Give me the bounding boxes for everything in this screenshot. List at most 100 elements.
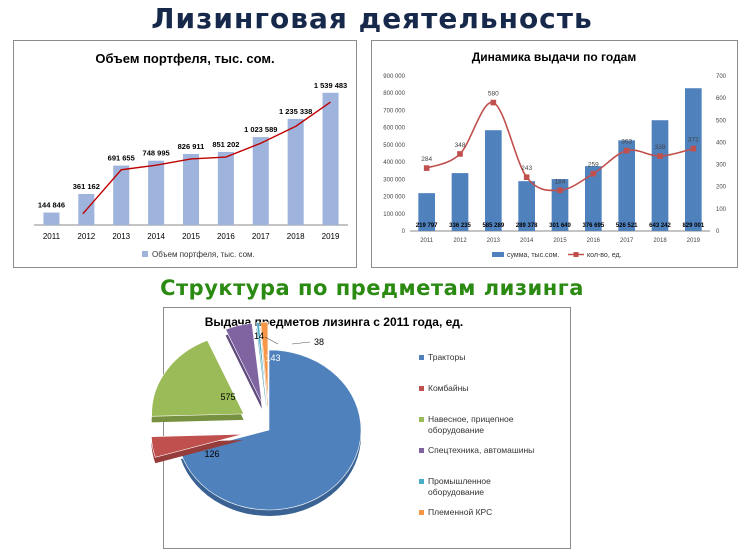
- y2-tick-label: 300: [716, 163, 727, 169]
- x-tick-label: 2013: [487, 238, 501, 244]
- y-tick-label: 300 000: [383, 177, 405, 183]
- legend-swatch: [419, 448, 424, 453]
- bar-2014: [518, 181, 535, 231]
- bar-value-label: 336 235: [449, 223, 471, 229]
- count-label: 259: [588, 162, 599, 169]
- portfolio-chart: Объем портфеля, тыс. сом. 144 846 2011 361 …: [34, 51, 348, 259]
- x-tick-label: 2013: [112, 232, 130, 241]
- legend-swatch-marker: [573, 252, 579, 257]
- bar-2019: [322, 92, 339, 225]
- bar-2011: [43, 212, 60, 225]
- y2-tick-label: 700: [716, 74, 727, 80]
- legend-label: Спецтехника, автомашины: [428, 445, 534, 455]
- data-label: 748 995: [143, 149, 170, 158]
- bar-2017: [252, 137, 269, 225]
- pie-value-label: 126: [204, 449, 219, 459]
- count-label: 284: [421, 156, 432, 163]
- count-marker: [423, 165, 430, 171]
- count-label: 184: [555, 178, 566, 185]
- y-tick-label: 400 000: [383, 160, 405, 166]
- issuance-chart-panel: Динамика выдачи по годам 0 100 000 200 000 3…: [371, 40, 738, 268]
- bar-2014: [148, 160, 165, 225]
- data-label: 851 202: [212, 140, 239, 149]
- y-tick-label: 900 000: [383, 74, 405, 80]
- data-label: 1 023 589: [244, 125, 277, 134]
- count-marker: [657, 153, 663, 159]
- bar-value-label: 585 289: [482, 223, 504, 229]
- legend-swatch: [142, 251, 148, 257]
- pie-slice-5: [260, 321, 269, 403]
- count-marker: [523, 174, 530, 180]
- bar-2019: [685, 88, 702, 231]
- bar-value-label: 301 649: [549, 223, 571, 229]
- leader-line: [264, 336, 279, 345]
- x-tick-label: 2014: [147, 232, 165, 241]
- y-tick-label: 100 000: [383, 212, 405, 218]
- count-label: 363: [621, 139, 632, 146]
- x-tick-label: 2014: [520, 238, 534, 244]
- legend-swatch: [419, 355, 424, 360]
- legend-swatch: [419, 386, 424, 391]
- count-marker: [490, 99, 497, 106]
- count-label: 580: [488, 91, 499, 98]
- x-tick-label: 2016: [217, 232, 235, 241]
- data-label: 144 846: [38, 201, 65, 210]
- portfolio-chart-panel: Объем портфеля, тыс. сом. 144 846 2011 361 …: [13, 40, 357, 268]
- legend-label: кол-во, ед.: [587, 252, 622, 259]
- x-tick-label: 2019: [322, 232, 340, 241]
- pie-slice-2: [151, 339, 245, 417]
- legend-swatch: [419, 479, 424, 484]
- bar-2018: [651, 120, 669, 231]
- legend-label: оборудование: [428, 425, 484, 435]
- x-tick-label: 2012: [77, 232, 95, 241]
- bar-2011: [418, 193, 435, 231]
- pie-slice-3: [225, 323, 263, 404]
- page-title: Лизинговая деятельность: [151, 2, 593, 35]
- chart-title: Динамика выдачи по годам: [472, 50, 637, 64]
- legend-label: Тракторы: [428, 352, 465, 362]
- legend-label: Племенной КРС: [428, 507, 492, 517]
- x-tick-label: 2016: [587, 238, 601, 244]
- count-marker: [623, 147, 630, 154]
- bar-2015: [551, 179, 569, 231]
- data-label: 691 655: [108, 154, 135, 163]
- x-tick-label: 2017: [252, 232, 270, 241]
- x-tick-label: 2018: [653, 238, 667, 244]
- bar-2013: [485, 130, 502, 231]
- pie-slice-depth: [256, 328, 267, 409]
- bar-value-label: 376 695: [582, 223, 604, 229]
- count-label: 338: [655, 144, 666, 151]
- count-label: 348: [455, 142, 466, 149]
- y-tick-label: 600 000: [383, 126, 405, 132]
- legend-swatch: [419, 417, 424, 422]
- x-tick-label: 2011: [420, 238, 434, 244]
- count-marker: [590, 170, 597, 177]
- data-label: 1 539 483: [314, 81, 347, 90]
- legend-label: сумма, тыс.сом.: [507, 252, 559, 259]
- y2-tick-label: 400: [716, 140, 727, 146]
- bar-value-label: 219 797: [416, 223, 438, 229]
- legend-swatch: [419, 510, 424, 515]
- leasing-structure-panel: Выдача предметов лизинга с 2011 года, ед…: [151, 307, 571, 549]
- count-marker: [690, 145, 697, 152]
- pie-value-label: 575: [220, 392, 235, 402]
- bar-value-label: 289 378: [516, 223, 538, 229]
- x-tick-label: 2015: [553, 238, 567, 244]
- x-tick-label: 2019: [687, 238, 701, 244]
- count-marker: [557, 187, 563, 194]
- y-tick-label: 700 000: [383, 108, 405, 114]
- bar-value-label: 643 242: [649, 223, 671, 229]
- y2-tick-label: 500: [716, 118, 727, 124]
- pie-slice-1: [151, 433, 244, 458]
- data-label: 1 235 338: [279, 107, 312, 116]
- bar-value-label: 526 521: [616, 223, 638, 229]
- bar-value-label: 829 001: [682, 223, 704, 229]
- bar-2017: [618, 140, 635, 231]
- count-marker: [457, 151, 463, 157]
- pie-slice-4: [256, 322, 267, 403]
- bar-2016: [585, 166, 602, 231]
- x-tick-label: 2011: [43, 232, 61, 241]
- legend-label: оборудование: [428, 487, 484, 497]
- y2-tick-label: 100: [716, 207, 727, 213]
- bar-2015: [182, 153, 200, 225]
